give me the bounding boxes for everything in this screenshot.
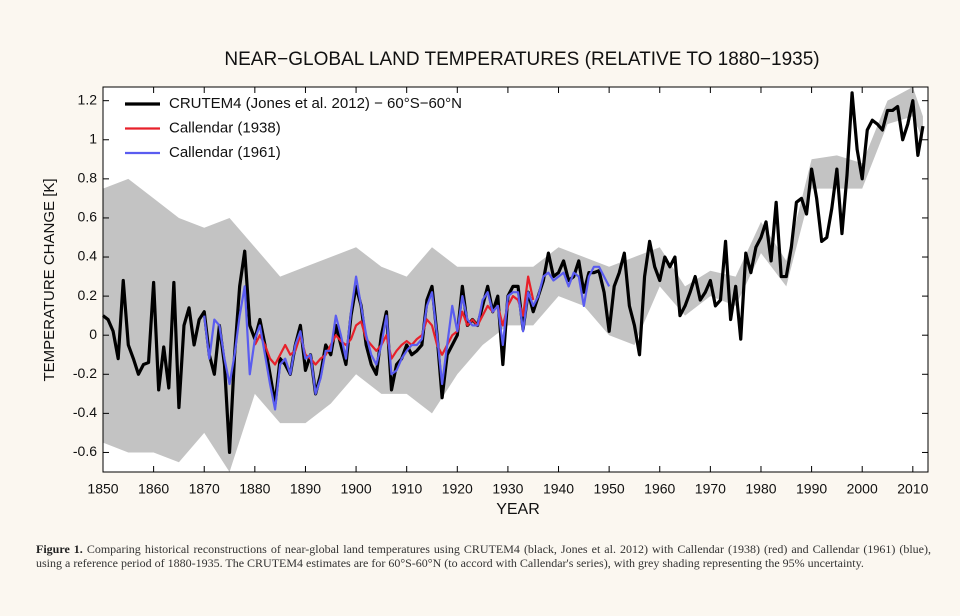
y-tick-label: 0.2 xyxy=(78,287,98,303)
x-tick-label: 1920 xyxy=(442,481,473,497)
x-tick-label: 1890 xyxy=(290,481,321,497)
x-tick-label: 1980 xyxy=(745,481,776,497)
series-line xyxy=(102,91,925,455)
x-tick-label: 1850 xyxy=(87,481,118,497)
series-line xyxy=(203,265,611,411)
x-tick-label: 1950 xyxy=(594,481,625,497)
y-tick-label: 0.4 xyxy=(78,248,98,264)
x-tick-label: 1910 xyxy=(391,481,422,497)
x-tick-label: 1880 xyxy=(239,481,270,497)
y-tick-label: -0.2 xyxy=(73,365,97,381)
legend-label: CRUTEM4 (Jones et al. 2012) − 60°S−60°N xyxy=(169,95,462,112)
axes-frame xyxy=(102,86,929,473)
caption-label: Figure 1. xyxy=(36,542,83,556)
x-axis-label: YEAR xyxy=(496,501,540,518)
x-tick-label: 1900 xyxy=(340,481,371,497)
y-axis-label: TEMPERATURE CHANGE [K] xyxy=(41,178,58,381)
y-tick-label: 0.6 xyxy=(78,209,98,225)
x-tick-label: 1970 xyxy=(695,481,726,497)
caption-text: Comparing historical reconstructions of … xyxy=(36,542,931,570)
x-tick-label: 2010 xyxy=(897,481,928,497)
x-tick-label: 1990 xyxy=(796,481,827,497)
uncertainty-band xyxy=(103,87,923,472)
y-tick-label: 1.2 xyxy=(78,91,98,107)
x-tick-label: 1940 xyxy=(543,481,574,497)
y-tick-label: -0.6 xyxy=(73,443,97,459)
legend-label: Callendar (1961) xyxy=(169,144,281,161)
x-tick-label: 1860 xyxy=(138,481,169,497)
x-tick-label: 1960 xyxy=(644,481,675,497)
figure-caption: Figure 1. Comparing historical reconstru… xyxy=(36,542,931,570)
x-tick-label: 1930 xyxy=(492,481,523,497)
x-tick-label: 2000 xyxy=(847,481,878,497)
x-tick-label: 1870 xyxy=(189,481,220,497)
y-tick-label: -0.4 xyxy=(73,404,97,420)
legend-label: Callendar (1938) xyxy=(169,119,281,136)
y-tick-label: 0 xyxy=(89,326,97,342)
y-tick-label: 0.8 xyxy=(78,170,98,186)
chart-title: NEAR−GLOBAL LAND TEMPERATURES (RELATIVE … xyxy=(224,49,819,70)
y-tick-label: 1 xyxy=(89,130,97,146)
chart: NEAR−GLOBAL LAND TEMPERATURES (RELATIVE … xyxy=(41,49,929,518)
